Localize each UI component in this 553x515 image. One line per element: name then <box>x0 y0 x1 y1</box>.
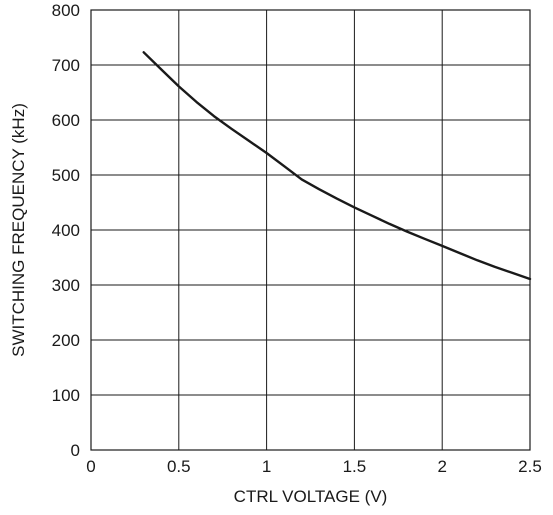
series-layer <box>142 51 532 281</box>
x-tick-label: 2 <box>437 457 446 476</box>
x-tick-label: 1 <box>262 457 271 476</box>
x-tick-label: 0 <box>86 457 95 476</box>
y-tick-label: 700 <box>52 56 80 75</box>
x-axis-label: CTRL VOLTAGE (V) <box>234 487 388 506</box>
y-tick-label: 300 <box>52 276 80 295</box>
y-axis-label: SWITCHING FREQUENCY (kHz) <box>9 103 28 357</box>
y-tick-label: 100 <box>52 386 80 405</box>
tick-labels: 0 0.5 1 1.5 2 2.5 0 100 200 300 400 500 600 700 800 <box>52 1 542 476</box>
x-tick-label: 1.5 <box>343 457 367 476</box>
x-tick-label: 0.5 <box>167 457 191 476</box>
y-tick-label: 800 <box>52 1 80 20</box>
grid-lines <box>90 9 531 451</box>
y-tick-label: 500 <box>52 166 80 185</box>
x-tick-label: 2.5 <box>518 457 542 476</box>
plot-area-frame <box>90 9 531 451</box>
y-tick-label: 0 <box>71 441 80 460</box>
y-tick-label: 400 <box>52 221 80 240</box>
y-tick-label: 600 <box>52 111 80 130</box>
y-tick-label: 200 <box>52 331 80 350</box>
series-line <box>142 51 532 281</box>
